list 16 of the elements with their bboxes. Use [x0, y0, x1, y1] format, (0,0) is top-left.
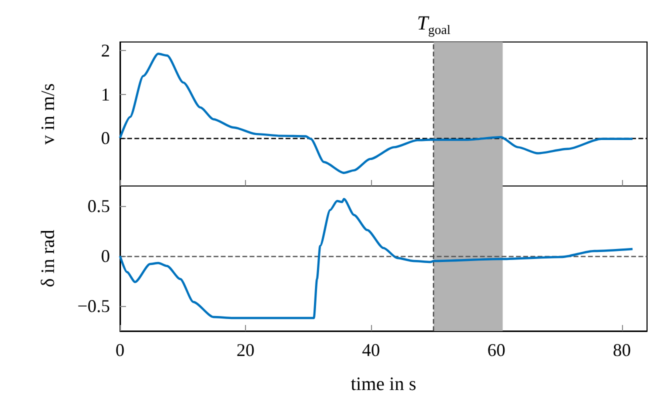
y-tick-label: −0.5 [77, 296, 110, 316]
x-tick-label: 40 [362, 340, 380, 360]
y-tick-label: 0.5 [88, 196, 110, 216]
y-axis-title: v in m/s [38, 83, 59, 145]
y-tick-label: 0 [101, 246, 110, 266]
x-tick-label: 0 [116, 340, 124, 360]
x-tick-label: 20 [236, 340, 254, 360]
x-tick-label: 80 [612, 340, 631, 360]
y-axis-title: δ in rad [38, 229, 59, 288]
x-axis-title: time in s [350, 374, 416, 395]
line-series [118, 198, 634, 320]
y-tick-label: 1 [101, 84, 110, 104]
y-tick-label: 0 [101, 128, 110, 148]
y-tick-label: 2 [101, 40, 110, 61]
line-series [118, 52, 634, 174]
x-tick-label: 60 [487, 340, 506, 360]
